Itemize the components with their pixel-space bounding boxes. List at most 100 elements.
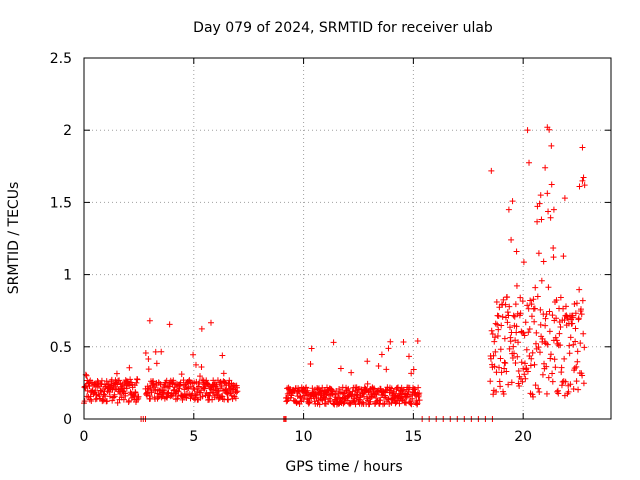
y-tick-label: 1 <box>63 268 72 284</box>
data-point <box>189 390 196 397</box>
data-point <box>517 310 524 317</box>
data-point <box>234 388 241 395</box>
data-point <box>219 352 226 359</box>
data-point <box>330 339 337 346</box>
data-point <box>490 352 497 359</box>
data-point <box>492 348 499 355</box>
x-tick-label: 0 <box>80 429 89 445</box>
y-axis-label: SRMTID / TECUs <box>6 182 22 295</box>
data-point <box>161 387 168 394</box>
data-point <box>527 362 534 369</box>
data-point <box>157 381 164 388</box>
data-point <box>496 364 503 371</box>
data-point <box>561 195 568 202</box>
data-point <box>554 340 561 347</box>
data-point <box>513 329 520 336</box>
data-point <box>213 392 220 399</box>
data-point <box>577 340 584 347</box>
y-tick-label: 0.5 <box>50 340 72 356</box>
data-point <box>524 302 531 309</box>
data-point <box>132 389 139 396</box>
data-point <box>377 385 384 392</box>
data-point <box>573 300 580 307</box>
data-point <box>515 367 522 374</box>
data-point <box>145 386 152 393</box>
data-point <box>170 377 177 384</box>
data-point <box>493 388 500 395</box>
data-point <box>579 144 586 151</box>
data-point <box>525 305 532 312</box>
data-point <box>510 312 517 319</box>
data-point <box>198 363 205 370</box>
data-point <box>558 364 565 371</box>
data-point <box>120 389 127 396</box>
data-point <box>134 376 141 383</box>
data-point <box>304 387 311 394</box>
data-point <box>495 326 502 333</box>
data-point <box>513 282 520 289</box>
data-point <box>540 258 547 265</box>
axis-ticks: 0 5 10 15 20 0 0.5 1 1.5 2 2.5 <box>50 51 611 445</box>
data-point <box>579 372 586 379</box>
data-point <box>109 397 116 404</box>
data-point <box>544 341 551 348</box>
data-point <box>123 385 130 392</box>
data-point <box>182 394 189 401</box>
data-point <box>504 293 511 300</box>
data-point <box>167 383 174 390</box>
data-point <box>573 363 580 370</box>
data-point <box>556 330 563 337</box>
data-point <box>345 385 352 392</box>
data-point <box>100 397 107 404</box>
data-point <box>156 379 163 386</box>
data-point <box>126 364 133 371</box>
data-point <box>158 348 165 355</box>
y-tick-label: 1.5 <box>50 195 72 211</box>
data-point <box>571 301 578 308</box>
data-point <box>343 387 350 394</box>
data-point <box>570 385 577 392</box>
data-point <box>525 329 532 336</box>
data-point <box>579 297 586 304</box>
data-point <box>367 398 374 405</box>
data-point <box>547 214 554 221</box>
data-point <box>495 312 502 319</box>
data-point <box>562 303 569 310</box>
data-point <box>520 259 527 266</box>
data-point <box>86 383 93 390</box>
data-point <box>572 325 579 332</box>
data-point <box>487 378 494 385</box>
data-point <box>535 385 542 392</box>
data-point <box>532 382 539 389</box>
data-point <box>531 318 538 325</box>
data-point <box>324 384 331 391</box>
data-point <box>553 297 560 304</box>
y-tick-label: 0 <box>63 412 72 428</box>
x-axis-label: GPS time / hours <box>285 459 402 475</box>
data-point <box>408 370 415 377</box>
data-point <box>92 387 99 394</box>
data-point <box>203 377 210 384</box>
data-point <box>546 308 553 315</box>
data-point <box>396 394 403 401</box>
data-points <box>81 124 588 422</box>
data-point <box>508 236 515 243</box>
data-point <box>114 381 121 388</box>
data-point <box>414 390 421 397</box>
data-point <box>493 369 500 376</box>
data-point <box>545 374 552 381</box>
data-point <box>567 381 574 388</box>
x-tick-label: 10 <box>295 429 313 445</box>
data-point <box>574 348 581 355</box>
data-point <box>512 360 519 367</box>
data-point <box>532 284 539 291</box>
data-point <box>576 286 583 293</box>
data-point <box>416 390 423 397</box>
data-point <box>524 127 531 134</box>
data-point <box>491 334 498 341</box>
data-point <box>514 353 521 360</box>
data-point <box>116 377 123 384</box>
data-point <box>557 294 564 301</box>
data-point <box>383 366 390 373</box>
